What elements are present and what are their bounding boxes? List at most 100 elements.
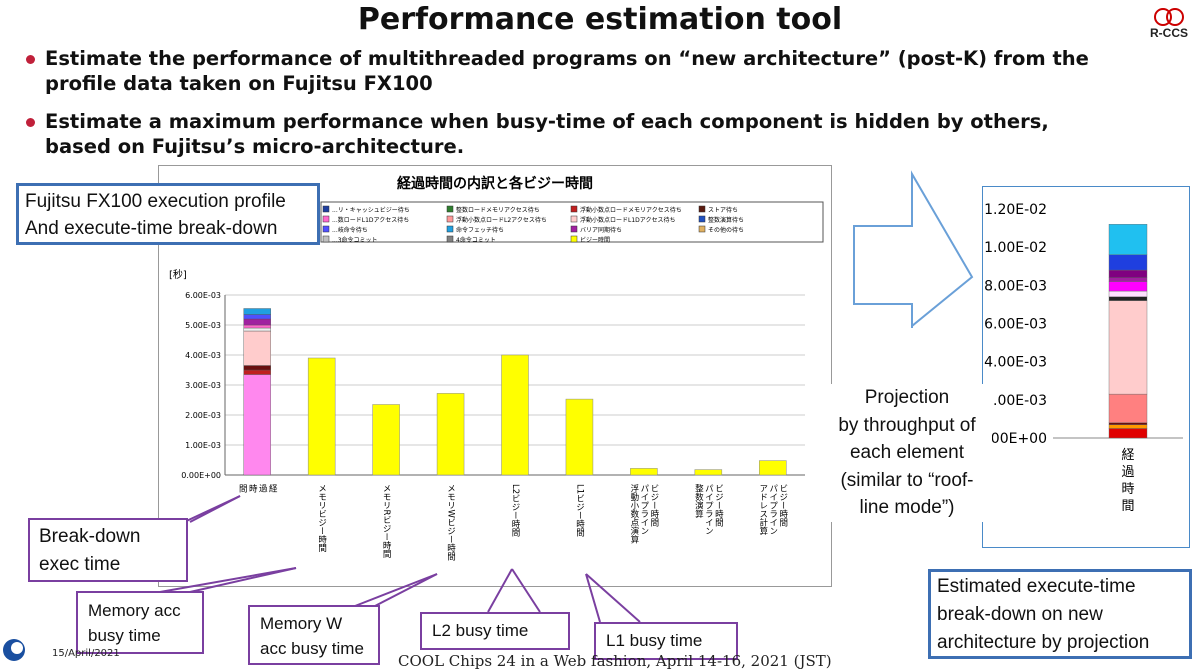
memory-acc-callout: Memory acc busy time xyxy=(76,591,204,654)
estimated-breakdown-callout: Estimated execute-time break-down on new… xyxy=(928,569,1192,659)
x-category-label: パイプライン xyxy=(703,484,713,535)
x-category-label: 時 xyxy=(1121,482,1134,497)
legend-label: 浮動小数点ロードL2アクセス待ち xyxy=(456,216,547,224)
legend-label: ...岐命令待ち xyxy=(332,226,368,234)
busy-bar xyxy=(436,393,465,476)
slide-date: 15/April/2021 xyxy=(52,648,120,659)
callout-line: Memory W xyxy=(260,614,343,633)
legend-swatch xyxy=(446,235,454,243)
x-category-label: 間 xyxy=(237,484,247,493)
bullet-line: based on Fujitsu’s micro-architecture. xyxy=(45,135,465,158)
legend-label: ...リ・キャッシュビジー待ち xyxy=(332,206,410,214)
bullet-item: Estimate the performance of multithreade… xyxy=(26,46,1089,96)
legend-swatch xyxy=(322,215,330,223)
busy-bar xyxy=(501,354,529,476)
legend-label: ストア待ち xyxy=(708,206,738,214)
legend-label: ...3命令コミット xyxy=(332,236,378,244)
callout-line: Estimated execute-time xyxy=(937,576,1136,597)
x-category-label: 間 xyxy=(1121,499,1134,514)
x-category-label: ビジー時間 xyxy=(713,484,723,527)
y-tick-label: 1.20E-02 xyxy=(984,202,1047,218)
legend-label: 4命令コミット xyxy=(456,236,496,244)
l1-busy-callout: L1 busy time xyxy=(594,622,738,660)
callout-line: L1 busy time xyxy=(606,631,703,650)
legend-swatch xyxy=(446,215,454,223)
busy-bar xyxy=(759,460,787,476)
x-category-label: 経 xyxy=(1121,448,1134,463)
x-category-label: 整数演算 xyxy=(693,483,703,519)
y-tick-label: 3.00E-03 xyxy=(185,381,221,390)
legend-label: バリア同期待ち xyxy=(580,226,622,234)
x-category-label: メモリビジー時間 xyxy=(317,484,327,553)
x-category-label: 浮動小数点演算 xyxy=(629,483,639,544)
y-tick-label: 1.00E-03 xyxy=(185,441,221,450)
x-category-label: L1ビジー時間 xyxy=(574,484,584,538)
x-category-label: ビジー時間 xyxy=(778,484,788,527)
y-tick-label: 2.00E-03 xyxy=(984,393,1047,409)
fx100-profile-callout: Fujitsu FX100 execution profile And exec… xyxy=(16,183,320,245)
x-category-label: メモリRビジー時間 xyxy=(381,484,391,559)
x-category-label: L2ビジー時間 xyxy=(510,484,520,538)
callout-line: And execute-time break-down xyxy=(25,218,278,239)
y-tick-label: 5.00E-03 xyxy=(185,321,221,330)
legend-label: 命令フェッチ待ち xyxy=(456,226,504,234)
breakdown-bar-segment xyxy=(243,330,271,366)
y-axis-label: [秒] xyxy=(169,268,187,281)
x-category-label: パイプライン xyxy=(768,484,778,535)
y-tick-label: 4.00E-03 xyxy=(185,351,221,360)
callout-line: acc busy time xyxy=(260,639,364,658)
y-tick-label: 4.00E-03 xyxy=(984,355,1047,371)
busy-bar xyxy=(372,404,400,476)
legend-swatch xyxy=(322,205,330,213)
rccs-logo: R-CCS xyxy=(1150,6,1200,40)
callout-line: L2 busy time xyxy=(432,621,529,640)
projected-chart-svg: 0.00E+00 2.00E-03 4.00E-03 6.00E-03 8.00E-03… xyxy=(977,202,1183,514)
slide-title: Performance estimation tool xyxy=(357,2,843,37)
bullet-line: Estimate a maximum performance when busy… xyxy=(45,110,1049,133)
legend-swatch xyxy=(570,225,578,233)
bullet-line: Estimate the performance of multithreade… xyxy=(45,47,1089,70)
busy-bar xyxy=(694,469,723,476)
x-category-label: メモリWビジー時間 xyxy=(446,484,456,561)
legend-label: 整数ロードメモリアクセス待ち xyxy=(456,206,540,214)
projected-breakdown-chart: 0.00E+00 2.00E-03 4.00E-03 6.00E-03 8.00E-03… xyxy=(977,186,1190,548)
proj-line: by throughput of xyxy=(838,414,976,436)
slide-footer: COOL Chips 24 in a Web fashion, April 14… xyxy=(398,652,832,670)
y-tick-label: 0.00E+00 xyxy=(983,431,1047,447)
legend-label: ...数ロードL1Dアクセス待ち xyxy=(332,216,409,224)
legend-swatch xyxy=(698,205,706,213)
legend-swatch xyxy=(570,235,578,243)
x-category-label: 時 xyxy=(247,484,257,493)
x-category-label: ビジー時間 xyxy=(649,484,659,527)
bullet-item: Estimate a maximum performance when busy… xyxy=(26,109,1049,159)
legend-swatch xyxy=(698,215,706,223)
legend-swatch xyxy=(322,235,330,243)
chart-title: 経過時間の内訳と各ビジー時間 xyxy=(397,175,593,192)
callout-line: Memory acc xyxy=(88,601,181,620)
y-tick-label: 8.00E-03 xyxy=(984,278,1047,294)
fx100-chart-svg: 経過時間の内訳と各ビジー時間 ...リ・キャッシュビジー待ち 整数ロードメモリアクセ… xyxy=(169,175,824,561)
callout-line: Fujitsu FX100 execution profile xyxy=(25,191,286,212)
proj-line: (similar to “roof- xyxy=(840,469,974,491)
legend-label: 整数演算待ち xyxy=(708,216,744,224)
x-category-label: 過 xyxy=(257,483,267,493)
bullet-dot-icon xyxy=(26,118,35,127)
legend-label: その他の待ち xyxy=(708,226,744,234)
breakdown-bar-segment xyxy=(243,308,271,315)
legend-label: ビジー時間 xyxy=(580,236,610,244)
l2-busy-callout: L2 busy time xyxy=(420,612,570,650)
riken-logo-icon xyxy=(3,639,25,661)
projected-bar-segment xyxy=(1108,224,1148,255)
projection-arrow-icon xyxy=(853,170,974,328)
busy-bar xyxy=(307,357,336,476)
legend-swatch xyxy=(446,225,454,233)
memory-w-callout: Memory W acc busy time xyxy=(248,605,380,665)
callout-line: busy time xyxy=(88,626,161,645)
bullet-dot-icon xyxy=(26,55,35,64)
y-tick-label: 1.00E-02 xyxy=(984,240,1047,256)
callout-line: architecture by projection xyxy=(937,632,1150,653)
proj-line: Projection xyxy=(864,387,950,408)
legend-swatch xyxy=(570,215,578,223)
callout-line: break-down on new xyxy=(937,604,1103,625)
